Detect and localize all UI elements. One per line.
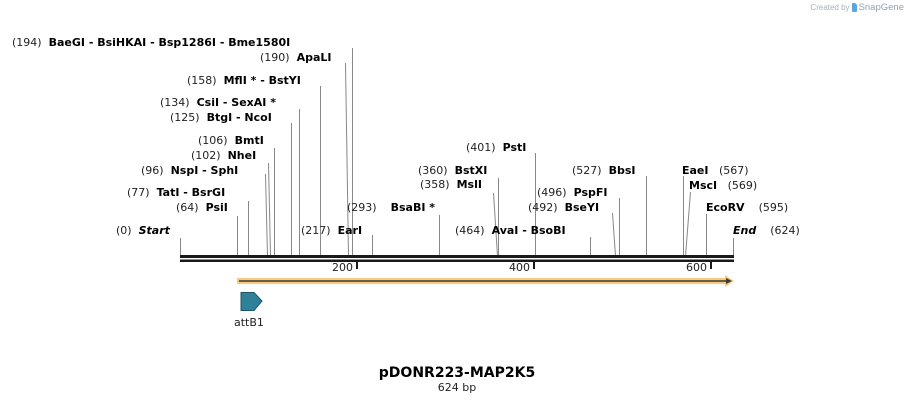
site-label-190[interactable]: (190) ApaLI <box>260 51 332 64</box>
site-label-360[interactable]: (360) BstXI <box>418 164 488 177</box>
orf-feature-arrow <box>237 275 734 287</box>
site-label-496[interactable]: (496) PspFI <box>537 186 608 199</box>
site-label-401[interactable]: (401) PstI <box>466 141 527 154</box>
site-label-102[interactable]: (102) NheI <box>191 149 257 162</box>
ruler-label-200: 200 <box>332 261 353 274</box>
site-label-77[interactable]: (77) TatI - BsrGI <box>127 186 226 199</box>
ruler-label-600: 600 <box>686 261 707 274</box>
site-label-358[interactable]: (358) MslI <box>420 178 482 191</box>
backbone-top-strand <box>180 255 734 258</box>
backbone-bottom-strand <box>180 259 734 262</box>
site-label-134[interactable]: (134) CsiI - SexAI * <box>160 96 276 109</box>
credit-prefix: Created by <box>810 3 850 12</box>
cut-site-lines <box>180 48 734 257</box>
site-label-64[interactable]: (64) PsiI <box>176 201 228 214</box>
site-label-492[interactable]: (492) BseYI <box>528 201 600 214</box>
site-label-96[interactable]: (96) NspI - SphI <box>141 164 239 177</box>
site-label-125[interactable]: (125) BtgI - NcoI <box>170 111 272 124</box>
site-label-569[interactable]: MscI (569) <box>689 179 758 192</box>
map-title: pDONR223-MAP2K5 <box>378 365 536 381</box>
map-length: 624 bp <box>437 381 477 394</box>
end-label: End (624) <box>733 224 800 237</box>
site-label-293[interactable]: (293) BsaBI * <box>347 201 436 214</box>
ruler-label-400: 400 <box>509 261 530 274</box>
site-label-194[interactable]: (194) BaeGI - BsiHKAI - Bsp1286I - Bme15… <box>12 36 291 49</box>
site-label-567[interactable]: EaeI (567) <box>682 164 749 177</box>
site-label-217[interactable]: (217) EarI <box>301 224 363 237</box>
feature-label-attB1[interactable]: attB1 <box>234 316 264 329</box>
snapgene-credit: Created by SnapGene <box>810 2 904 13</box>
attB1-feature-arrow <box>240 292 263 311</box>
ruler-ticks <box>356 262 712 269</box>
site-label-527[interactable]: (527) BbsI <box>572 164 636 177</box>
site-label-106[interactable]: (106) BmtI <box>198 134 264 147</box>
site-label-464[interactable]: (464) AvaI - BsoBI <box>455 224 566 237</box>
site-label-595[interactable]: EcoRV (595) <box>706 201 789 214</box>
start-label: (0) Start <box>116 224 170 237</box>
snapgene-logo-icon <box>851 3 857 12</box>
site-label-158[interactable]: (158) MflI * - BstYI <box>187 74 301 87</box>
credit-brand: SnapGene <box>858 2 904 13</box>
